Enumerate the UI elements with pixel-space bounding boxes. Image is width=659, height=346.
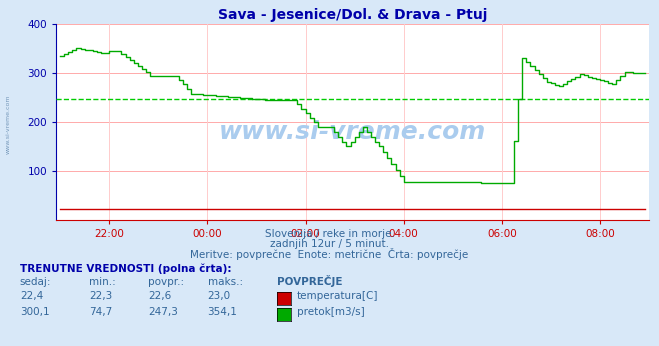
Text: zadnjih 12ur / 5 minut.: zadnjih 12ur / 5 minut. <box>270 239 389 249</box>
Text: www.si-vreme.com: www.si-vreme.com <box>5 95 11 154</box>
Text: www.si-vreme.com: www.si-vreme.com <box>219 120 486 144</box>
Text: 300,1: 300,1 <box>20 307 49 317</box>
Text: 22,3: 22,3 <box>89 291 112 301</box>
Text: 74,7: 74,7 <box>89 307 112 317</box>
Text: POVPREČJE: POVPREČJE <box>277 275 342 288</box>
Text: pretok[m3/s]: pretok[m3/s] <box>297 307 364 317</box>
Text: 354,1: 354,1 <box>208 307 237 317</box>
Text: sedaj:: sedaj: <box>20 277 51 288</box>
Text: 23,0: 23,0 <box>208 291 231 301</box>
Text: 22,6: 22,6 <box>148 291 171 301</box>
Text: povpr.:: povpr.: <box>148 277 185 288</box>
Text: TRENUTNE VREDNOSTI (polna črta):: TRENUTNE VREDNOSTI (polna črta): <box>20 263 231 274</box>
Text: 22,4: 22,4 <box>20 291 43 301</box>
Text: 247,3: 247,3 <box>148 307 178 317</box>
Title: Sava - Jesenice/Dol. & Drava - Ptuj: Sava - Jesenice/Dol. & Drava - Ptuj <box>218 8 487 22</box>
Text: maks.:: maks.: <box>208 277 243 288</box>
Text: temperatura[C]: temperatura[C] <box>297 291 378 301</box>
Text: min.:: min.: <box>89 277 116 288</box>
Text: Slovenija / reke in morje.: Slovenija / reke in morje. <box>264 229 395 239</box>
Text: Meritve: povprečne  Enote: metrične  Črta: povprečje: Meritve: povprečne Enote: metrične Črta:… <box>190 248 469 260</box>
